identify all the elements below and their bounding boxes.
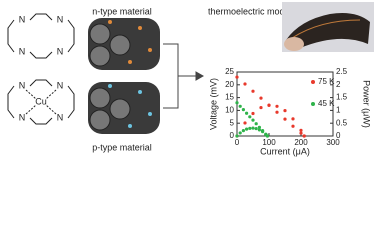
- y-tick-label: 20: [225, 80, 234, 89]
- point: [241, 129, 245, 133]
- point: [245, 127, 249, 131]
- y-tick-label: 5: [230, 118, 235, 127]
- point: [235, 134, 239, 138]
- point: [257, 125, 261, 129]
- y-tick-label: 0: [230, 131, 235, 140]
- atom: N: [19, 80, 26, 90]
- point: [235, 75, 239, 79]
- point: [245, 111, 249, 115]
- x-tick-label: 200: [294, 138, 308, 147]
- point: [243, 121, 247, 125]
- point: [291, 117, 295, 121]
- point: [248, 126, 252, 130]
- y2-tick-label: 0.5: [336, 118, 348, 127]
- legend-marker: [311, 80, 315, 84]
- point: [251, 126, 255, 130]
- atom: N: [19, 14, 26, 24]
- point: [265, 134, 269, 138]
- point: [251, 111, 255, 116]
- p-type-label: p-type material: [92, 142, 152, 152]
- point: [238, 104, 242, 108]
- module-photo: [282, 2, 374, 52]
- y2-tick-label: 0: [336, 131, 341, 140]
- point: [254, 126, 258, 131]
- point: [275, 110, 279, 114]
- x-axis-label: Current (μA): [260, 146, 310, 156]
- point: [291, 124, 295, 128]
- atom: Cu: [35, 96, 47, 106]
- point: [251, 118, 255, 122]
- point: [259, 96, 263, 100]
- n-type-bundle: [88, 18, 160, 70]
- point: [248, 115, 252, 119]
- x-tick-label: 100: [262, 138, 276, 147]
- atom: N: [57, 112, 64, 122]
- atom: N: [57, 46, 64, 56]
- point: [254, 122, 258, 126]
- legend-marker: [311, 102, 315, 106]
- atom: N: [19, 112, 26, 122]
- chart: 0 100 200 300051015202500.511.522.5Current …: [208, 67, 371, 156]
- x-tick-label: 300: [326, 138, 340, 147]
- y-tick-label: 25: [225, 67, 234, 76]
- point: [259, 105, 263, 110]
- y-tick-label: 10: [225, 106, 234, 115]
- legend-label: 75 K: [318, 77, 335, 86]
- y2-tick-label: 1: [336, 106, 341, 115]
- point: [235, 101, 239, 105]
- point: [302, 134, 306, 138]
- y2-axis-label: Power (μW): [362, 80, 372, 128]
- point: [299, 131, 303, 135]
- point: [267, 103, 271, 107]
- p-type-bundle: [88, 82, 160, 134]
- y2-tick-label: 2.5: [336, 67, 348, 76]
- module-label: thermoelectric module: [208, 6, 297, 16]
- point: [299, 128, 303, 132]
- atom: N: [19, 46, 26, 56]
- y-tick-label: 15: [225, 93, 234, 102]
- point: [243, 82, 247, 86]
- point: [251, 89, 255, 93]
- point: [261, 130, 265, 134]
- molecule-2: [7, 79, 75, 125]
- point: [283, 117, 287, 121]
- point: [275, 104, 279, 108]
- y-axis-label: Voltage (mV): [208, 78, 218, 130]
- y2-tick-label: 1.5: [336, 93, 348, 102]
- atom: N: [57, 14, 64, 24]
- atom: N: [57, 80, 64, 90]
- point: [257, 128, 261, 132]
- y2-tick-label: 2: [336, 80, 341, 89]
- legend-label: 45 K: [318, 99, 335, 108]
- connector: [163, 43, 205, 109]
- n-type-label: n-type material: [92, 6, 152, 16]
- point: [241, 108, 245, 112]
- point: [238, 131, 242, 135]
- point: [283, 109, 287, 113]
- molecule-1: [7, 13, 75, 59]
- x-tick-label: 0: [235, 138, 240, 147]
- graphic: N N N N N N N N Cu n-type material p-typ…: [7, 2, 374, 156]
